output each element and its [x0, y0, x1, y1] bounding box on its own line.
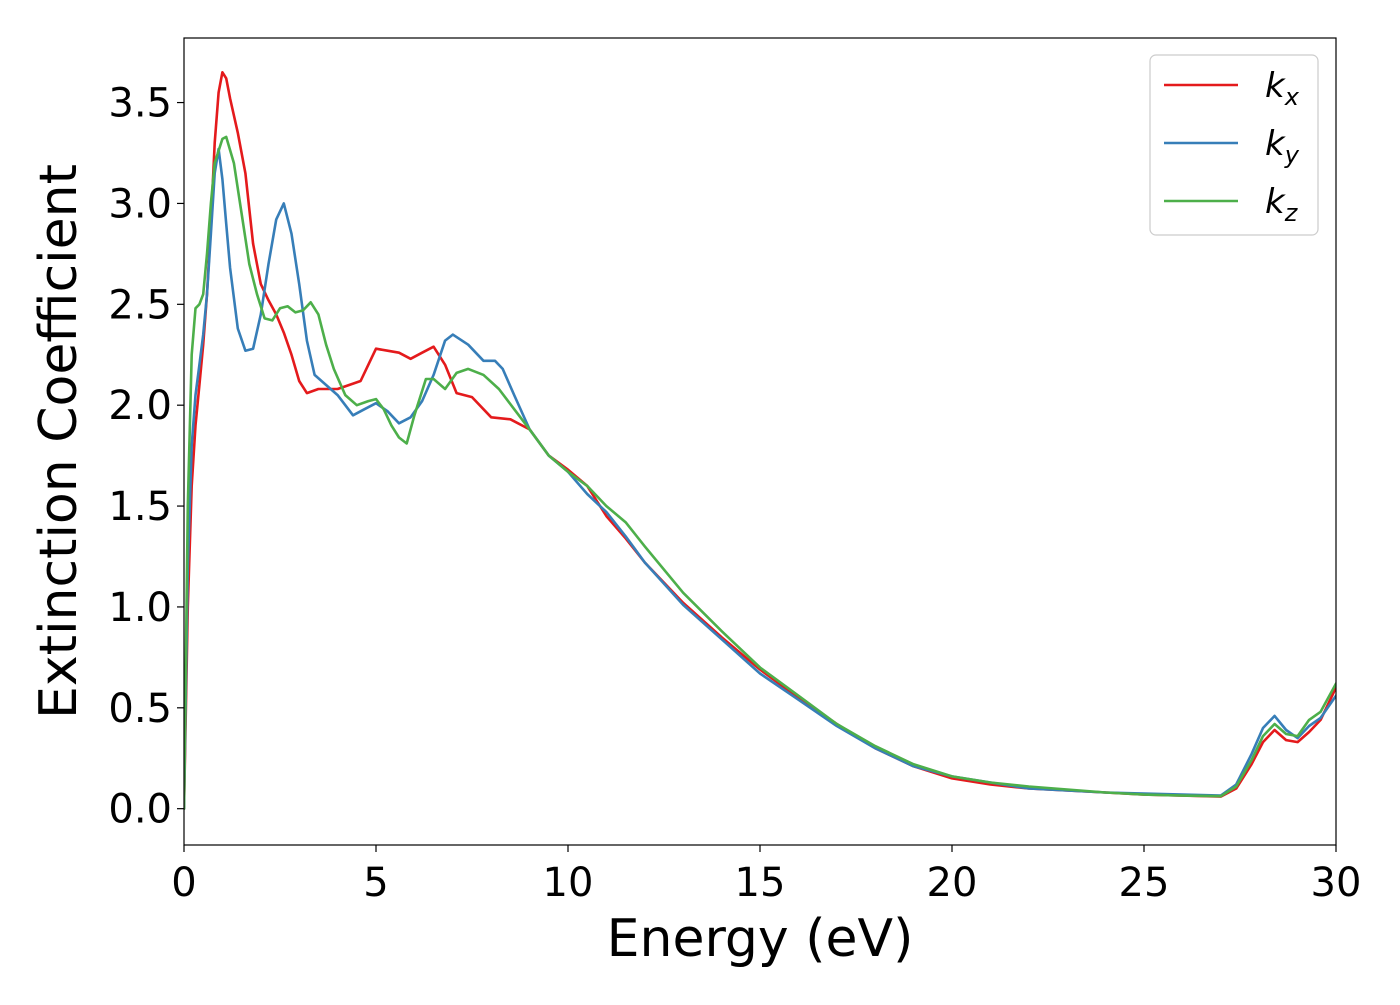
x-axis-label: Energy (eV): [607, 909, 914, 969]
legend-item-ky: ky: [1164, 124, 1300, 169]
y-tick-label: 0.0: [108, 787, 172, 833]
x-tick-label: 20: [927, 860, 978, 906]
y-tick-label: 0.5: [108, 686, 172, 732]
legend-item-kz: kz: [1164, 182, 1299, 227]
x-tick-label: 0: [171, 860, 196, 906]
legend-label-main: k: [1265, 66, 1286, 106]
x-tick-label: 15: [735, 860, 786, 906]
y-tick-label: 1.5: [108, 484, 172, 530]
x-tick-label: 5: [363, 860, 388, 906]
legend-label-subscript: z: [1284, 199, 1299, 227]
series-line-kz: [184, 135, 1336, 810]
x-axis-ticks: 0 5 10 15 20 25 30: [171, 845, 1361, 906]
y-tick-label: 1.0: [108, 585, 172, 631]
y-axis-label: Extinction Coefficient: [29, 164, 89, 719]
y-tick-label: 3.5: [108, 81, 172, 127]
legend-label: kz: [1265, 182, 1299, 227]
x-tick-label: 30: [1311, 860, 1362, 906]
x-tick-label: 25: [1119, 860, 1170, 906]
legend-label-subscript: x: [1284, 83, 1300, 111]
legend-label-main: k: [1265, 182, 1286, 222]
plot-frame: [183, 37, 1337, 846]
legend-item-kx: kx: [1164, 66, 1300, 111]
legend-label: ky: [1265, 124, 1300, 169]
y-tick-label: 3.0: [108, 181, 172, 227]
legend-label: kx: [1265, 66, 1300, 111]
legend-label-main: k: [1265, 124, 1286, 164]
legend-label-subscript: y: [1284, 141, 1300, 169]
y-tick-label: 2.0: [108, 383, 172, 429]
y-tick-label: 2.5: [108, 282, 172, 328]
plot-area: [184, 71, 1336, 810]
series-line-ky: [184, 147, 1336, 810]
x-tick-label: 10: [543, 860, 594, 906]
legend-box: [1149, 54, 1319, 236]
y-axis-ticks: 0.0 0.5 1.0 1.5 2.0 2.5 3.0 3.5: [108, 81, 184, 833]
